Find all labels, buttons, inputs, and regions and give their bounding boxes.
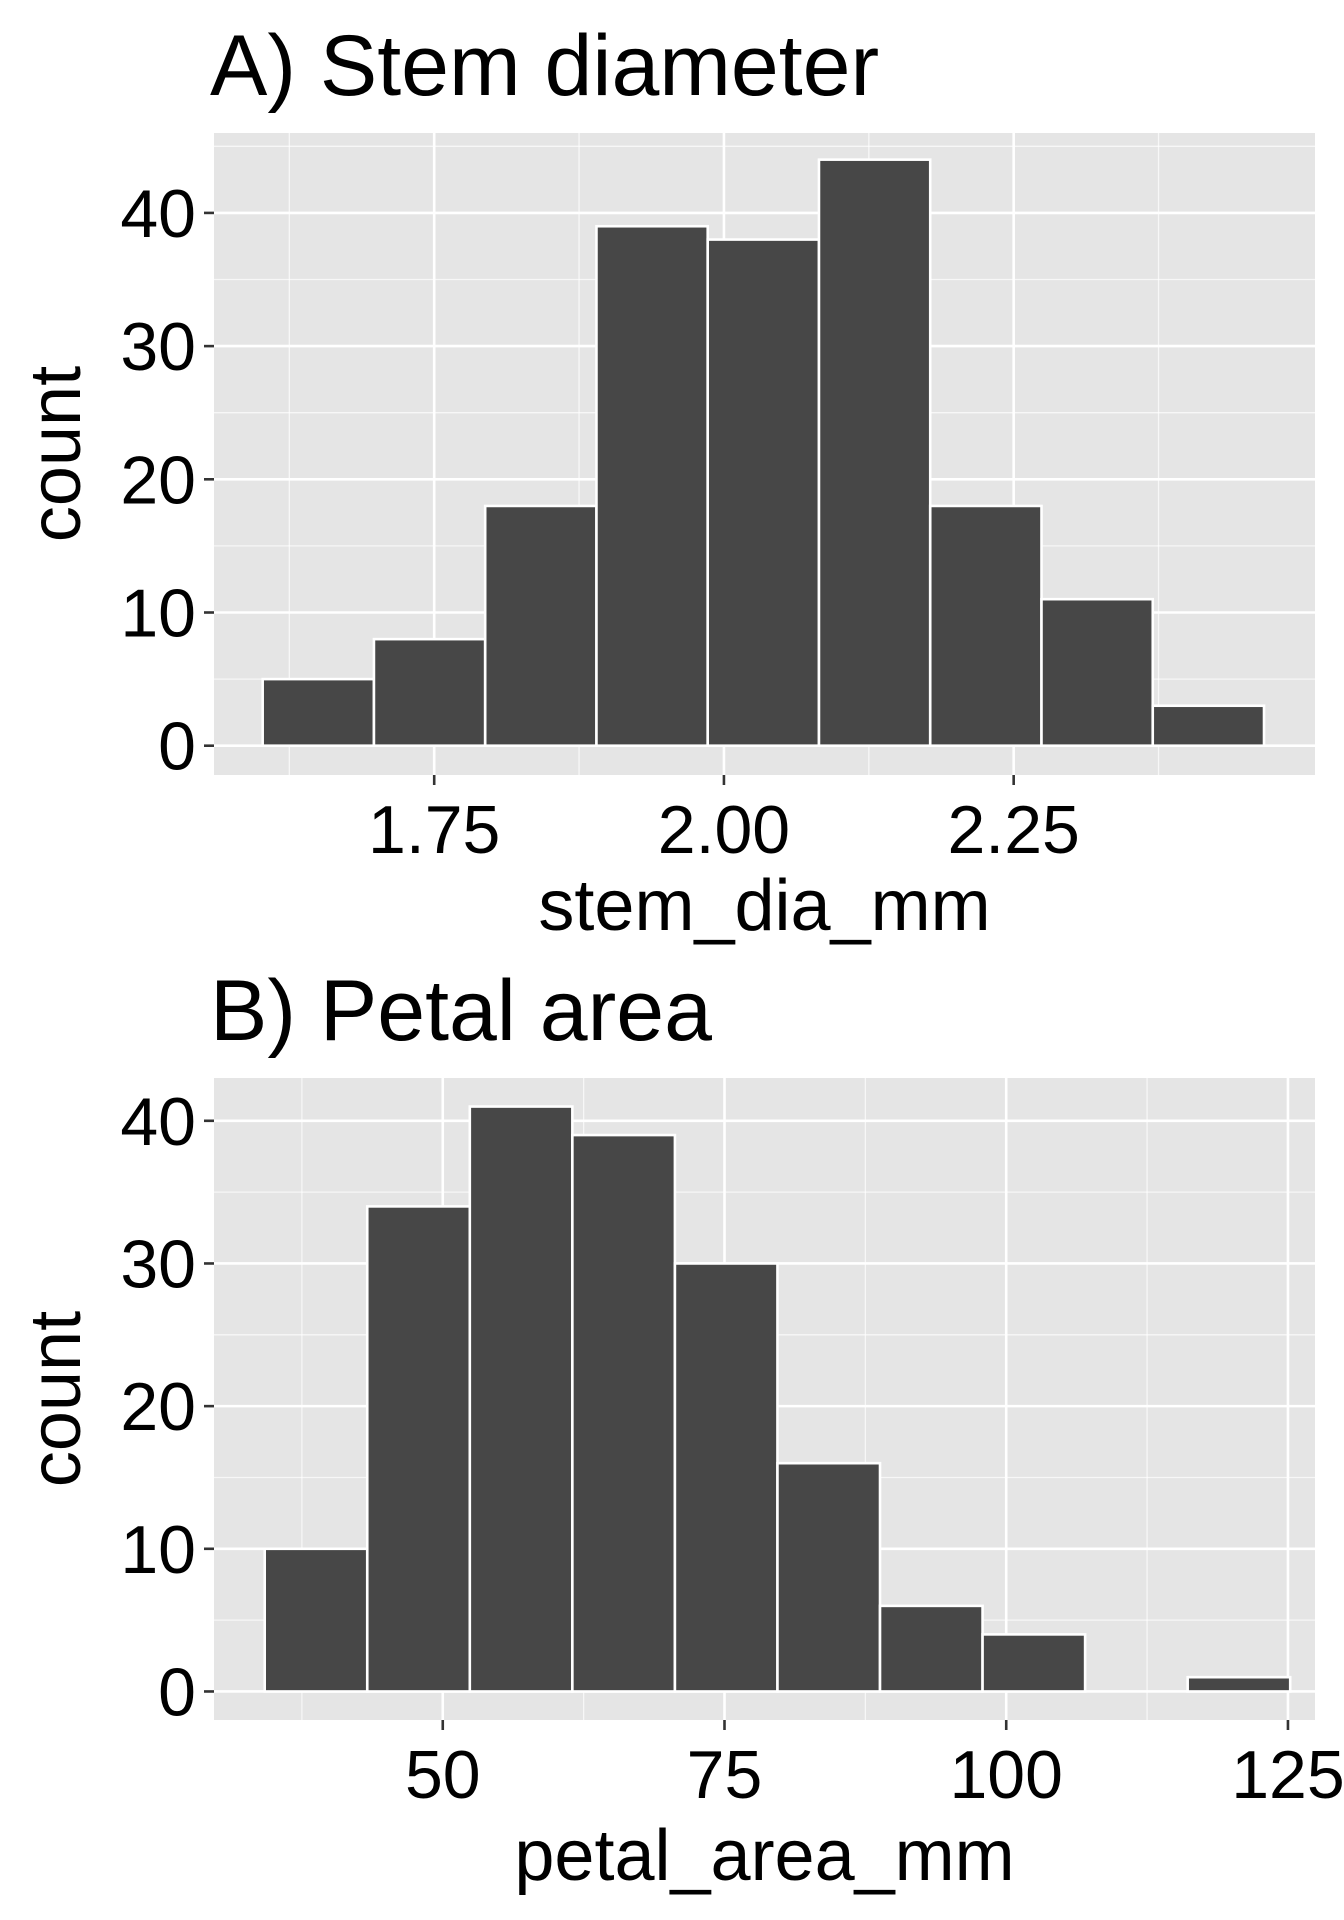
histogram-bar xyxy=(1186,1675,1292,1693)
histogram-bar xyxy=(706,238,821,747)
histogram-bar xyxy=(468,1105,574,1693)
panel-a: 0 10 20 30 40 1.75 2.00 2.25 A) Stem diameter ste… xyxy=(16,18,1315,946)
y-tick-label: 20 xyxy=(120,1369,196,1445)
x-tick-label: 2.25 xyxy=(947,792,1079,868)
y-tick-label: 30 xyxy=(120,1226,196,1302)
histogram-bar xyxy=(261,677,376,747)
y-tick-label: 30 xyxy=(120,309,196,385)
y-axis-label: count xyxy=(16,366,96,542)
histogram-bar xyxy=(372,637,487,747)
histogram-bar xyxy=(365,1205,472,1693)
y-tick-label: 10 xyxy=(120,576,196,652)
x-axis-label: stem_dia_mm xyxy=(538,866,990,946)
x-tick-label: 1.75 xyxy=(368,792,500,868)
x-axis-label: petal_area_mm xyxy=(514,1816,1014,1896)
histogram-bar xyxy=(817,158,932,747)
x-tick-label: 2.00 xyxy=(658,792,790,868)
x-tick-label: 50 xyxy=(405,1737,481,1813)
histogram-bar xyxy=(928,504,1043,747)
panel-b: 0 10 20 30 40 50 75 100 125 B) Petal area petal_ar… xyxy=(16,963,1344,1896)
x-tick-label: 100 xyxy=(949,1737,1062,1813)
histogram-bar xyxy=(263,1547,369,1693)
histogram-bar xyxy=(878,1604,984,1693)
y-tick-label: 10 xyxy=(120,1512,196,1588)
histogram-bar xyxy=(483,504,598,747)
y-axis-label: count xyxy=(16,1311,96,1487)
y-tick-label: 20 xyxy=(120,442,196,518)
chart-title: A) Stem diameter xyxy=(210,18,879,114)
histogram-bar xyxy=(981,1633,1087,1693)
x-tick-label: 125 xyxy=(1231,1737,1344,1813)
histogram-bar xyxy=(1040,597,1155,747)
histogram-bar xyxy=(673,1262,779,1693)
histogram-bar xyxy=(571,1133,677,1693)
y-tick-label: 40 xyxy=(120,1084,196,1160)
histogram-bar xyxy=(595,224,710,747)
histogram-bar xyxy=(776,1461,882,1693)
y-tick-label: 0 xyxy=(158,709,196,785)
y-tick-label: 40 xyxy=(120,176,196,252)
x-tick-label: 75 xyxy=(687,1737,763,1813)
chart-title: B) Petal area xyxy=(210,963,712,1059)
y-tick-label: 0 xyxy=(158,1654,196,1730)
histogram-bar xyxy=(1151,704,1266,747)
